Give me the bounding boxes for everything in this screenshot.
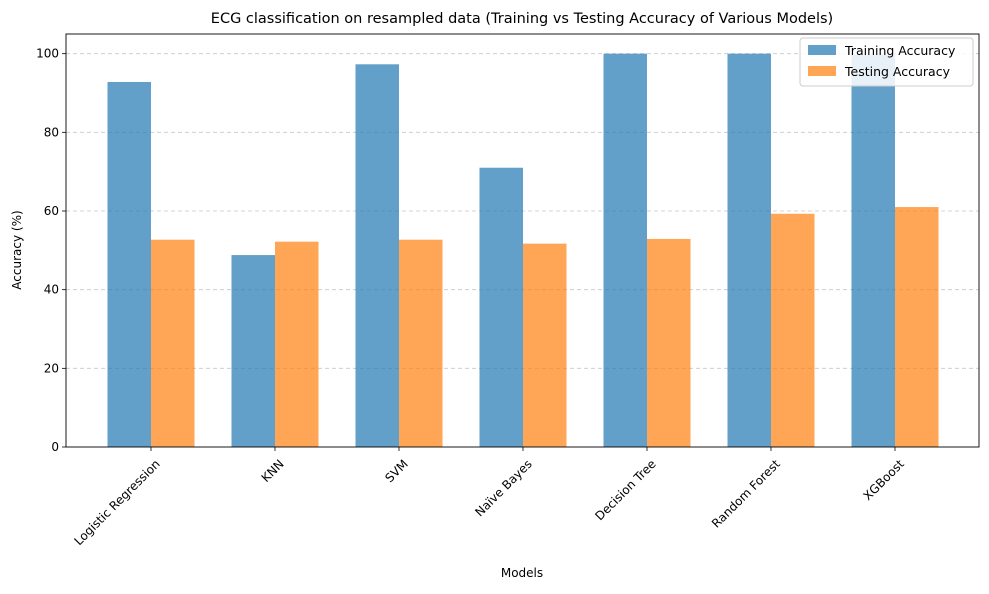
bar-training (727, 53, 771, 448)
bar-testing (523, 243, 567, 447)
y-tick-label: 20 (44, 361, 59, 375)
bar-training (231, 255, 275, 447)
y-tick-label: 80 (44, 125, 59, 139)
bar-testing (275, 241, 319, 447)
y-tick-label: 60 (44, 204, 59, 218)
y-tick-label: 0 (51, 440, 59, 454)
y-tick-label: 40 (44, 283, 59, 297)
plot-frame (65, 33, 980, 448)
bar-testing (771, 213, 815, 447)
legend-swatch (808, 66, 836, 76)
y-axis-label: Accuracy (%) (10, 210, 24, 289)
chart-title: ECG classification on resampled data (Tr… (211, 11, 833, 27)
legend-label: Testing Accuracy (844, 64, 951, 79)
bar-training (851, 54, 895, 447)
legend-box (799, 37, 974, 87)
bar-testing (151, 239, 195, 447)
axes (65, 33, 980, 448)
legend-swatch (808, 45, 836, 55)
bars (107, 53, 939, 448)
legend-label: Training Accuracy (844, 43, 956, 58)
y-tick-label: 100 (36, 47, 59, 61)
bar-training (107, 81, 151, 447)
bar-testing (895, 207, 939, 447)
bar-testing (399, 239, 443, 447)
bar-training (355, 64, 399, 447)
legend: Training Accuracy Testing Accuracy (799, 37, 974, 87)
bar-training (603, 53, 647, 448)
bar-training (479, 167, 523, 447)
bar-testing (647, 238, 691, 447)
x-axis-label: Models (501, 566, 543, 580)
